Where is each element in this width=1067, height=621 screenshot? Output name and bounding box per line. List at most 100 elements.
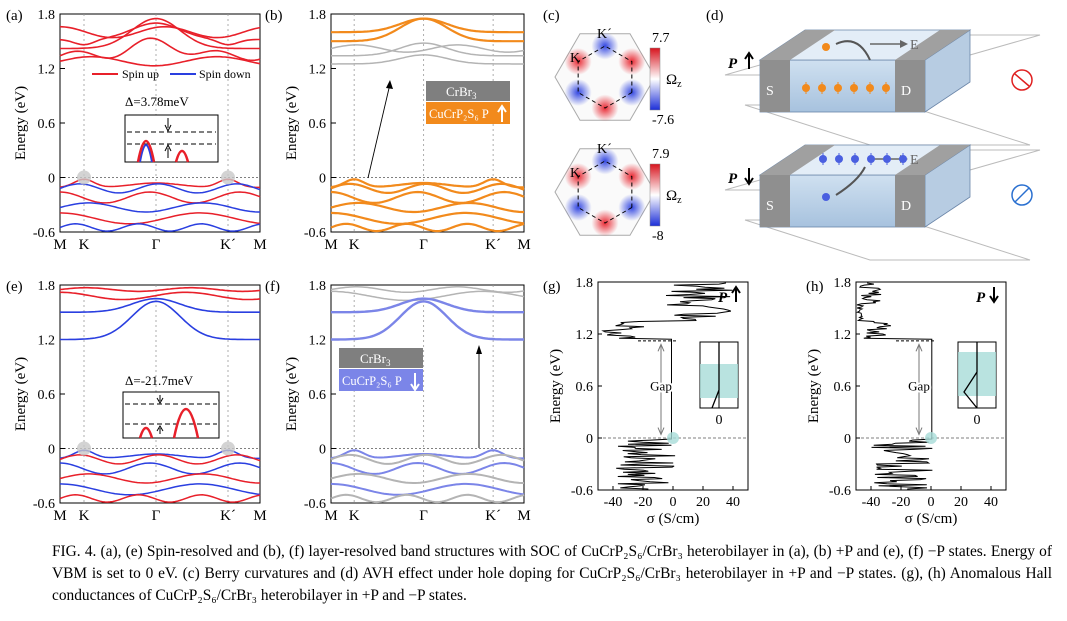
band-e-k-label: Γ xyxy=(152,508,161,524)
panel-label-h: (h) xyxy=(806,279,824,295)
gap-arrowhead-bottom xyxy=(915,427,923,436)
band-f-k-label: M xyxy=(324,508,337,524)
band-e-k-label: K xyxy=(79,508,90,524)
field-arrowhead xyxy=(900,40,908,48)
band-a-k-label: K xyxy=(79,237,90,253)
hall-xtick-label: 20 xyxy=(696,495,710,510)
spin-up-band xyxy=(59,454,261,465)
colorbar-bottom-min: -8 xyxy=(652,229,664,244)
band-b-ytick-label: 0.6 xyxy=(309,117,327,132)
crbr3-band xyxy=(330,44,525,53)
hall-xtick-label: -20 xyxy=(634,495,653,510)
band-a-ytick-label: 0 xyxy=(48,172,55,187)
hall-conductance-curve xyxy=(856,282,933,491)
cucrp2s6-band xyxy=(330,211,525,225)
band-e-ytick-label: -0.6 xyxy=(33,497,55,512)
p-down-arrow-f xyxy=(410,373,420,392)
inset-curve xyxy=(711,342,720,409)
hall-ytick-label: -0.6 xyxy=(571,484,593,499)
source-electrode xyxy=(760,175,790,227)
band-b-k-label: Γ xyxy=(419,237,428,253)
p-up-arrow xyxy=(731,285,741,302)
panel-label-a: (a) xyxy=(6,8,23,24)
band-e-ytick-label: 0.6 xyxy=(38,388,56,403)
hall-xtick-label: -20 xyxy=(892,495,911,510)
negative-curvature-spot xyxy=(591,32,619,60)
spin-down-band xyxy=(59,483,261,496)
band-f-ytick-label: 1.2 xyxy=(309,334,327,349)
legend-cucrp2s6-f: CuCrP₂S₆ P xyxy=(342,374,402,388)
label-source: S xyxy=(766,84,774,99)
hall-ytick-label: -0.6 xyxy=(829,484,851,499)
band-b-k-label: K xyxy=(349,237,360,253)
band-f-ytick-label: 0.6 xyxy=(309,388,327,403)
valley-marker xyxy=(221,170,235,185)
band-f-ytick-label: 0 xyxy=(319,443,326,458)
negative-curvature-spot xyxy=(564,79,592,106)
hall-panel-h: 1.8 1.2 0.6 0 -0.6 -40 -20 0 20 40 σ (S/cm) Energy … xyxy=(806,276,1007,527)
hall-xtick-label: 0 xyxy=(928,495,935,510)
polarization-label: P xyxy=(718,290,728,306)
inset-a xyxy=(124,114,219,163)
panel-label-f: (f) xyxy=(265,279,280,295)
legend-crbr3-f: CrBr3 xyxy=(360,351,391,368)
band-f-y-axis-label: Energy (eV) xyxy=(284,357,300,431)
inset-e xyxy=(122,391,220,439)
band-a-k-label: M xyxy=(53,237,66,253)
colorbar-bottom-max: 7.9 xyxy=(652,147,670,162)
label-drain: D xyxy=(901,199,911,214)
fermi-marker xyxy=(667,432,679,444)
spin-down-band xyxy=(59,223,261,232)
hall-xtick-label: 40 xyxy=(984,495,998,510)
band-e-y-axis-label: Energy (eV) xyxy=(13,357,29,431)
band-b-y-axis-label: Energy (eV) xyxy=(284,86,300,160)
label-source: S xyxy=(766,199,774,214)
spin-up-band xyxy=(59,473,260,484)
legend-spin-down: Spin down xyxy=(199,67,251,81)
valence-band xyxy=(330,461,525,475)
panel-label-d: (d) xyxy=(706,8,724,24)
hall-ytick-label: 1.2 xyxy=(576,328,594,343)
band-a-ytick-label: 1.8 xyxy=(38,8,56,23)
label-field: E xyxy=(910,153,919,168)
colorbar-bottom-symbol: Ωz xyxy=(666,188,682,206)
hall-x-axis-label: σ (S/cm) xyxy=(905,511,958,527)
cucrp2s6-band xyxy=(330,222,525,233)
band-e-k-label: M xyxy=(253,508,266,524)
hall-xtick-label: -40 xyxy=(604,495,623,510)
label-field: E xyxy=(910,38,919,53)
label-polarization: P xyxy=(728,171,738,187)
source-top xyxy=(760,30,835,60)
colorbar-top: 7.7 -7.6 Ωz xyxy=(649,31,682,128)
carrier-dot xyxy=(822,43,830,51)
band-a-ytick-label: 0.6 xyxy=(38,117,56,132)
p-down-arrow xyxy=(744,168,754,186)
label-k: K xyxy=(570,51,580,66)
legend-spin-up: Spin up xyxy=(122,67,159,81)
cucrp2s6-band xyxy=(331,297,524,314)
drain-top xyxy=(895,145,970,175)
fermi-marker xyxy=(925,432,937,444)
spin-up-band xyxy=(59,55,261,67)
delta-label-e: Δ=-21.7meV xyxy=(125,373,194,388)
colorbar-top-max: 7.7 xyxy=(652,31,670,46)
layer-legend-b: CrBr3 CuCrP₂S₆ P xyxy=(426,81,510,124)
band-e-k-label: M xyxy=(53,508,66,524)
spin-down-band xyxy=(59,202,260,213)
caption-text: FIG. 4. (a), (e) Spin-resolved and (b), … xyxy=(52,543,1052,604)
band-e-ytick-label: 1.8 xyxy=(38,279,56,294)
band-b-ytick-label: 1.2 xyxy=(309,63,327,78)
layer-legend-f: CrBr3 CuCrP₂S₆ P xyxy=(339,348,423,392)
band-b-ytick-label: 0 xyxy=(319,172,326,187)
spin-up-band xyxy=(59,22,260,46)
panel-label-b: (b) xyxy=(265,8,283,24)
p-up-arrow-b xyxy=(497,104,507,122)
panel-label-g: (g) xyxy=(543,279,561,295)
transition-arrow-b xyxy=(367,83,391,179)
panel-label-c: (c) xyxy=(543,8,560,24)
figure-caption: FIG. 4. (a), (e) Spin-resolved and (b), … xyxy=(52,541,1052,607)
berry-curvature-bottom: K K´ xyxy=(554,142,656,237)
ammeter-needle xyxy=(1014,73,1030,87)
legend-a: Spin up Spin down xyxy=(92,67,251,81)
cucrp2s6-band xyxy=(330,182,525,194)
